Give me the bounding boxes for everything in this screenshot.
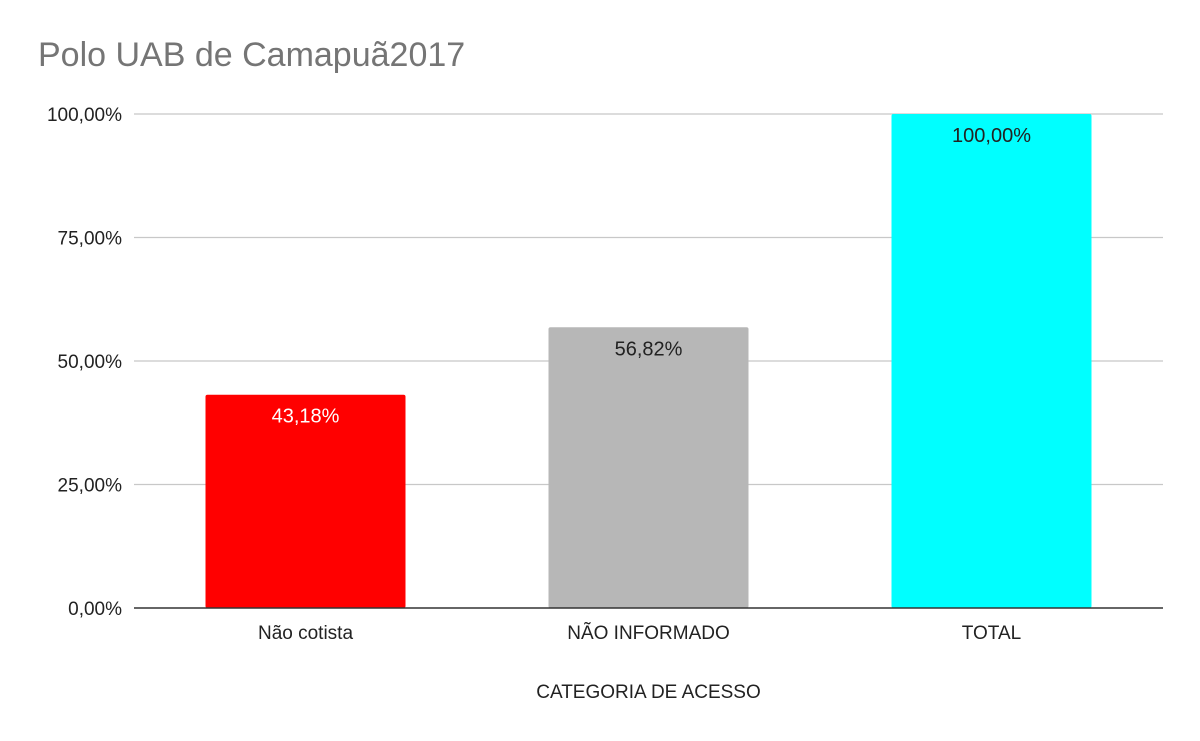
data-label: 56,82%	[615, 338, 683, 360]
x-axis-title: CATEGORIA DE ACESSO	[536, 682, 761, 703]
y-tick-label: 25,00%	[58, 476, 123, 497]
x-axis-categories: Não cotista NÃO INFORMADO TOTAL	[258, 622, 1021, 644]
bars	[205, 114, 1092, 608]
data-label: 100,00%	[952, 125, 1031, 147]
y-tick-label: 75,00%	[58, 229, 123, 250]
x-tick-label: Não cotista	[258, 623, 353, 644]
y-tick-label: 100,00%	[47, 105, 122, 126]
y-tick-label: 0,00%	[68, 599, 122, 620]
x-tick-label: TOTAL	[962, 623, 1021, 644]
bar	[205, 394, 406, 608]
data-label: 43,18%	[272, 406, 340, 428]
bar	[548, 327, 749, 608]
y-tick-label: 50,00%	[58, 352, 123, 373]
chart-title: Polo UAB de Camapuã2017	[38, 36, 466, 74]
bar	[891, 114, 1092, 608]
x-tick-label: NÃO INFORMADO	[567, 622, 730, 644]
data-labels: 43,18% 56,82% 100,00%	[272, 125, 1032, 428]
y-axis-ticks: 0,00% 25,00% 50,00% 75,00% 100,00%	[47, 105, 122, 620]
